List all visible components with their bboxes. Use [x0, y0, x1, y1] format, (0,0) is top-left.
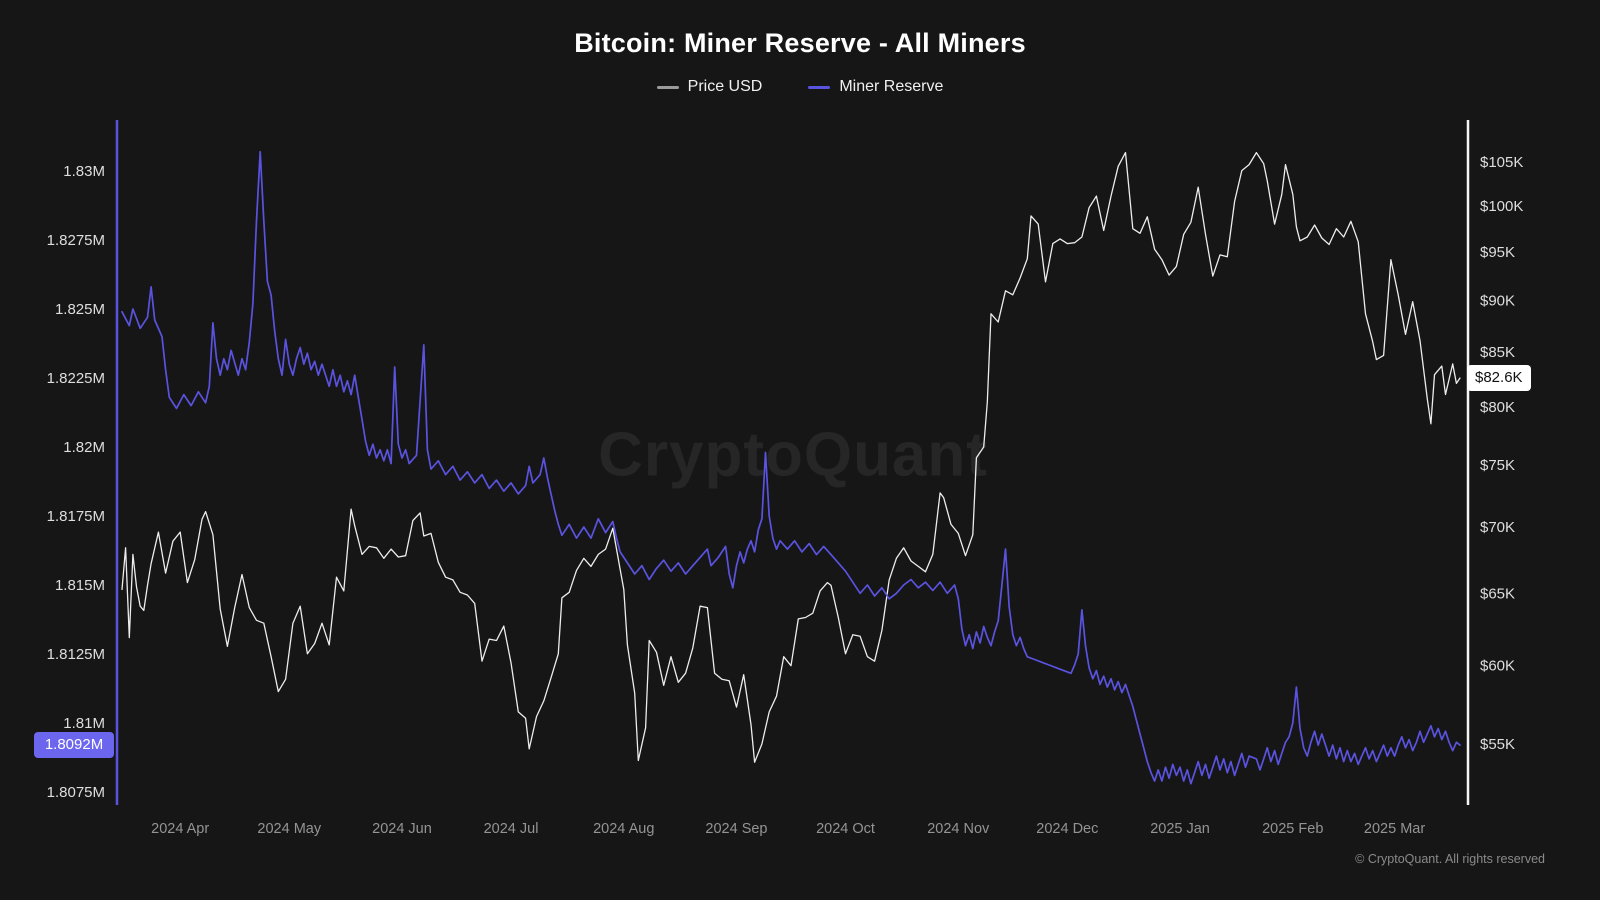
legend-item-price-usd[interactable]: Price USD	[656, 78, 763, 96]
x-axis-label: 2024 Oct	[816, 821, 875, 837]
chart-title: Bitcoin: Miner Reserve - All Miners	[574, 28, 1026, 58]
left-y-axis-label: 1.83M	[63, 163, 105, 180]
x-axis-label: 2024 Nov	[927, 821, 990, 837]
right-y-axis-label: $55K	[1480, 736, 1515, 753]
x-axis-label: 2024 Aug	[593, 821, 654, 837]
left-y-axis-label: 1.8075M	[47, 784, 105, 801]
right-y-axis-label: $105K	[1480, 154, 1523, 171]
right-y-axis-label: $100K	[1480, 198, 1523, 215]
price-line-swatch-icon	[656, 85, 679, 89]
price-usd-line	[121, 151, 1461, 763]
right-y-axis-label: $75K	[1480, 457, 1515, 474]
reserve-line-swatch-icon	[808, 85, 831, 89]
right-y-axis-label: $60K	[1480, 658, 1515, 675]
left-y-axis-label: 1.8225M	[47, 370, 105, 387]
left-y-axis-label: 1.815M	[55, 577, 105, 594]
right-y-axis-label: $85K	[1480, 344, 1515, 361]
x-axis-label: 2024 Dec	[1036, 821, 1098, 837]
x-axis-label: 2024 May	[257, 821, 321, 837]
left-y-axis-label: 1.825M	[55, 301, 105, 318]
x-axis-label: 2024 Sep	[705, 821, 767, 837]
left-y-axis-label: 1.81M	[63, 715, 105, 732]
right-y-axis-label: $80K	[1480, 399, 1515, 416]
left-y-axis-label: 1.8175M	[47, 508, 105, 525]
left-y-axis-label: 1.82M	[63, 439, 105, 456]
right-y-axis-label: $90K	[1480, 293, 1515, 310]
x-axis-label: 2024 Apr	[151, 821, 209, 837]
miner-reserve-line	[121, 150, 1461, 785]
right-y-axis-label: $65K	[1480, 586, 1515, 603]
price-current-value-badge: $82.6K	[1467, 364, 1531, 391]
legend: Price USD Miner Reserve	[0, 78, 1600, 96]
legend-item-miner-reserve[interactable]: Miner Reserve	[808, 78, 943, 96]
left-y-axis-label: 1.8275M	[47, 232, 105, 249]
legend-label-price-usd: Price USD	[687, 78, 763, 95]
x-axis-label: 2025 Mar	[1364, 821, 1425, 837]
right-y-axis-label: $70K	[1480, 519, 1515, 536]
chart-canvas[interactable]: 1.83M 1.8275M 1.825M 1.8225M 1.82M 1.8175M 1.8…	[0, 0, 1600, 870]
x-axis-label: 2024 Jul	[484, 821, 539, 837]
right-y-axis-label: $95K	[1480, 244, 1515, 261]
left-y-axis-label: 1.8125M	[47, 646, 105, 663]
copyright-notice: © CryptoQuant. All rights reserved	[1355, 852, 1545, 866]
x-axis-label: 2024 Jun	[372, 821, 432, 837]
legend-label-miner-reserve: Miner Reserve	[839, 78, 944, 95]
x-axis-label: 2025 Jan	[1150, 821, 1210, 837]
reserve-current-value-badge: 1.8092M	[34, 732, 114, 759]
x-axis-label: 2025 Feb	[1262, 821, 1323, 837]
